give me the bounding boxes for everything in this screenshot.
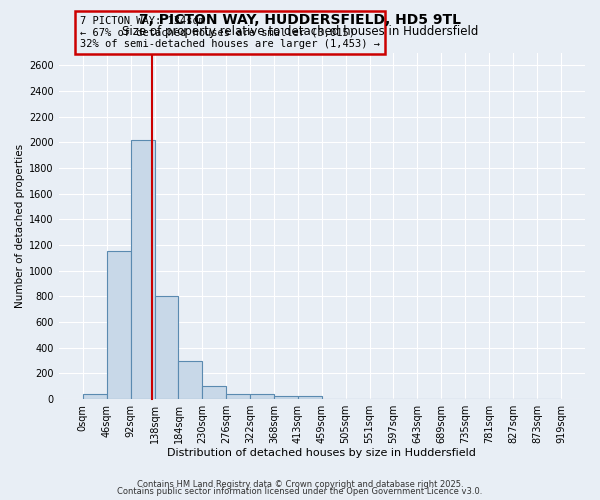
- Bar: [250, 394, 274, 399]
- Bar: [298, 396, 322, 399]
- X-axis label: Distribution of detached houses by size in Huddersfield: Distribution of detached houses by size …: [167, 448, 476, 458]
- Bar: [178, 360, 202, 399]
- Bar: [226, 394, 250, 399]
- Bar: [107, 252, 131, 399]
- Text: 7, PICTON WAY, HUDDERSFIELD, HD5 9TL: 7, PICTON WAY, HUDDERSFIELD, HD5 9TL: [139, 12, 461, 26]
- Text: Contains public sector information licensed under the Open Government Licence v3: Contains public sector information licen…: [118, 487, 482, 496]
- Bar: [155, 296, 178, 399]
- Text: Size of property relative to detached houses in Huddersfield: Size of property relative to detached ho…: [122, 25, 478, 38]
- Text: 7 PICTON WAY: 134sqm
← 67% of detached houses are smaller (3,015)
32% of semi-de: 7 PICTON WAY: 134sqm ← 67% of detached h…: [80, 16, 380, 49]
- Bar: [131, 140, 155, 399]
- Y-axis label: Number of detached properties: Number of detached properties: [15, 144, 25, 308]
- Bar: [83, 394, 107, 399]
- Bar: [274, 396, 298, 399]
- Bar: [202, 386, 226, 399]
- Text: Contains HM Land Registry data © Crown copyright and database right 2025.: Contains HM Land Registry data © Crown c…: [137, 480, 463, 489]
